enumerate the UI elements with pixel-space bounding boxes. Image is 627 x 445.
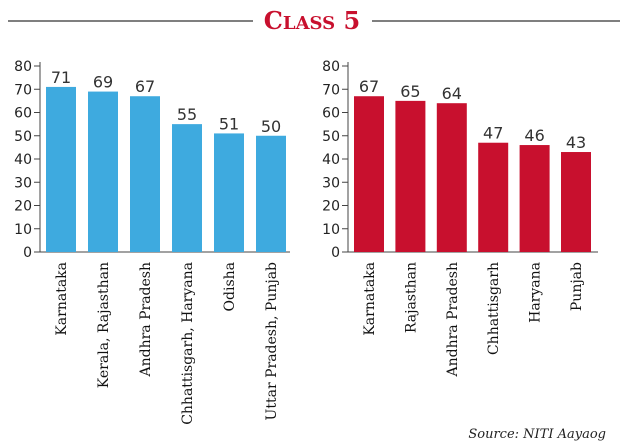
left-bar-chart: 0 10 20 30 40 50 60 70 80 71 Karnataka 69 Kerala, Ra… <box>14 59 290 425</box>
category-label: Punjab <box>569 262 585 311</box>
y-tick-label: 50 <box>322 129 340 145</box>
category-label: Chhattisgarh, Haryana <box>180 262 196 425</box>
category-label: Andhra Pradesh <box>138 262 154 378</box>
bar-value-label: 71 <box>51 68 71 87</box>
bar-karnataka <box>46 86 76 252</box>
bar-punjab <box>561 152 591 252</box>
bar-andhra-pradesh <box>130 96 160 252</box>
category-label: Odisha <box>222 262 238 311</box>
y-tick-label: 30 <box>14 175 32 191</box>
y-tick-label: 30 <box>322 175 340 191</box>
bar-value-label: 67 <box>359 77 379 96</box>
category-label: Chhattisgarh <box>486 262 502 355</box>
bar-value-label: 65 <box>400 82 420 101</box>
bar-andhra-pradesh <box>436 103 467 252</box>
y-tick-label: 20 <box>322 199 340 215</box>
y-tick-label: 10 <box>322 222 340 238</box>
bar-value-label: 51 <box>219 114 239 133</box>
y-tick-label: 70 <box>14 82 32 98</box>
source-note: Source: NITI Aayaog <box>468 427 606 442</box>
bar-value-label: 55 <box>177 105 197 124</box>
bar-value-label: 46 <box>524 126 544 145</box>
category-label: Karnataka <box>54 262 70 336</box>
y-tick-label: 40 <box>322 152 340 168</box>
y-tick-label: 10 <box>14 222 32 238</box>
bar-value-label: 50 <box>261 117 281 136</box>
bar-kerala-rajasthan <box>88 91 118 252</box>
bar-value-label: 64 <box>442 84 462 103</box>
bar-chhattisgarh-haryana <box>172 124 202 252</box>
bar-value-label: 67 <box>135 77 155 96</box>
y-tick-label: 70 <box>322 82 340 98</box>
bar-value-label: 43 <box>566 133 586 152</box>
bar-uttar-pradesh-punjab <box>256 135 286 252</box>
bar-chhattisgarh <box>478 142 509 252</box>
category-label: Uttar Pradesh, Punjab <box>264 262 280 420</box>
category-label: Rajasthan <box>403 262 419 333</box>
category-label: Kerala, Rajasthan <box>96 262 112 388</box>
bar-haryana <box>519 145 550 252</box>
y-tick-label: 20 <box>14 199 32 215</box>
bar-karnataka <box>354 96 384 252</box>
bar-value-label: 47 <box>483 124 503 143</box>
y-tick-label: 0 <box>23 245 32 261</box>
y-tick-label: 50 <box>14 129 32 145</box>
bar-value-label: 69 <box>93 73 113 92</box>
chart-title: CLASS 5 <box>264 6 360 35</box>
y-tick-label: 0 <box>331 245 340 261</box>
y-tick-label: 40 <box>14 152 32 168</box>
category-label: Haryana <box>528 262 544 323</box>
category-label: Andhra Pradesh <box>445 262 461 378</box>
right-bar-chart: 0 10 20 30 40 50 60 70 80 67 Karnataka 65 Rajasthan 6… <box>322 59 598 378</box>
bar-rajasthan <box>395 100 426 252</box>
y-tick-label: 60 <box>322 106 340 122</box>
bar-odisha <box>214 133 244 252</box>
y-tick-label: 60 <box>14 106 32 122</box>
y-tick-label: 80 <box>322 59 340 75</box>
y-tick-label: 80 <box>14 59 32 75</box>
category-label: Karnataka <box>362 262 378 336</box>
